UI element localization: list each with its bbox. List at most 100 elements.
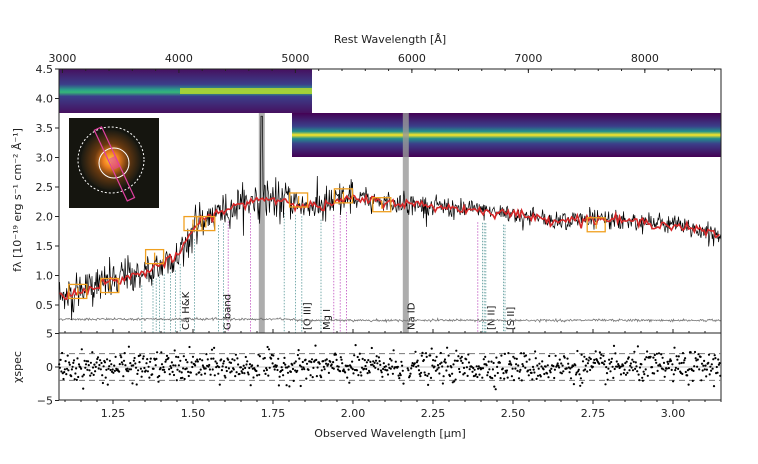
residual-point xyxy=(677,367,680,370)
residual-point xyxy=(339,356,342,359)
residual-point xyxy=(493,374,497,377)
residual-point xyxy=(146,358,149,361)
residual-point xyxy=(332,367,335,370)
residual-point xyxy=(512,379,516,382)
residual-point xyxy=(501,367,504,370)
residual-point xyxy=(426,374,429,377)
residual-point xyxy=(194,364,197,367)
residual-point xyxy=(591,365,595,368)
residual-point xyxy=(91,351,94,354)
residual-point xyxy=(223,374,226,377)
residual-point xyxy=(231,358,234,361)
residual-point xyxy=(646,374,649,377)
residual-point xyxy=(441,382,444,385)
residual-point xyxy=(309,374,312,377)
flux-axis-label: fλ [10⁻¹⁹ erg s⁻¹ cm⁻² Å⁻¹] xyxy=(11,128,24,272)
residual-point xyxy=(211,368,214,371)
residual-point xyxy=(467,361,471,364)
residual-point xyxy=(312,366,315,369)
photometry-box xyxy=(586,217,606,233)
residual-point xyxy=(120,361,123,364)
residual-point xyxy=(473,368,476,371)
residual-point xyxy=(62,377,65,381)
residual-point xyxy=(484,355,487,358)
residual-point xyxy=(196,358,199,361)
residual-point xyxy=(378,360,381,363)
residual-point xyxy=(364,364,367,368)
residual-point xyxy=(637,373,640,376)
residual-point xyxy=(139,367,142,370)
residual-point xyxy=(659,365,662,368)
residual-point xyxy=(163,371,166,374)
residual-point xyxy=(421,351,424,354)
residual-point xyxy=(676,358,679,361)
residual-point xyxy=(622,364,625,367)
residual-point xyxy=(567,362,570,365)
line-label: Na ID xyxy=(407,302,418,330)
residual-point xyxy=(707,353,711,356)
photometry-box xyxy=(288,192,309,208)
residual-point xyxy=(632,360,635,363)
residual-point xyxy=(175,355,178,358)
residual-point xyxy=(180,371,183,374)
residual-point xyxy=(697,353,700,356)
residual-point xyxy=(294,369,297,372)
chi-tick-label: 0 xyxy=(46,361,53,374)
residual-point xyxy=(97,367,100,370)
residual-point xyxy=(159,366,162,370)
residual-point xyxy=(330,363,333,366)
residual-point xyxy=(136,372,139,375)
residual-point xyxy=(289,370,292,373)
residual-point xyxy=(68,363,71,366)
residual-point xyxy=(232,368,235,371)
y-tick-label: 2.0 xyxy=(36,211,54,224)
residual-point xyxy=(124,364,127,367)
residual-point xyxy=(433,365,436,368)
residual-point xyxy=(149,357,152,360)
residual-point xyxy=(296,353,299,357)
residual-point xyxy=(344,371,347,374)
residual-point xyxy=(310,361,313,364)
residual-point xyxy=(541,360,544,363)
residual-point xyxy=(99,368,102,371)
residual-point xyxy=(189,371,192,374)
residual-point xyxy=(435,355,438,358)
residual-point xyxy=(186,361,189,364)
residual-point xyxy=(352,372,355,375)
residual-point xyxy=(578,373,581,376)
residual-point xyxy=(83,359,86,362)
x-tick-label: 2.50 xyxy=(501,407,526,420)
residual-point xyxy=(681,372,684,375)
aperture-inner-circle xyxy=(98,147,130,179)
residual-point xyxy=(588,356,591,359)
residual-point xyxy=(201,359,204,362)
residual-point xyxy=(587,359,590,362)
residual-point xyxy=(77,363,81,366)
residual-point xyxy=(273,368,276,371)
residual-point xyxy=(599,357,602,360)
residual-point xyxy=(95,361,98,364)
residual-point xyxy=(68,361,71,364)
residual-point xyxy=(122,359,126,362)
residual-point xyxy=(654,358,657,362)
residual-point xyxy=(401,369,404,372)
residual-point xyxy=(714,357,717,360)
residual-point xyxy=(662,361,666,364)
residual-point xyxy=(264,372,267,375)
residual-point xyxy=(481,367,485,370)
residual-point xyxy=(478,373,481,376)
residual-point xyxy=(272,365,276,368)
residual-point xyxy=(673,346,676,349)
residual-point xyxy=(149,360,152,363)
residual-point xyxy=(104,376,107,379)
residual-point xyxy=(340,358,343,361)
residual-point xyxy=(663,375,666,378)
residual-point xyxy=(126,367,129,370)
residual-point xyxy=(686,374,689,377)
residual-point xyxy=(336,368,340,371)
residual-point xyxy=(575,371,578,374)
residual-point xyxy=(707,361,710,364)
residual-point xyxy=(657,352,661,355)
residual-point xyxy=(681,352,685,355)
residual-point xyxy=(424,373,427,377)
